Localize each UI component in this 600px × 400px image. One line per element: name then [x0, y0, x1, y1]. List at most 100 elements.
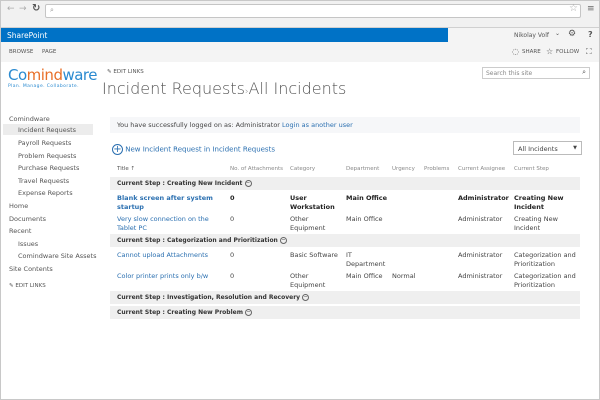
sidebar-edit-links[interactable]: ✎ EDIT LINKS [9, 283, 46, 289]
cell-title[interactable]: Very slow connection on the Tablet PC [117, 215, 209, 232]
sidebar-item-issues[interactable]: Issues [18, 240, 39, 248]
star-icon[interactable]: ☆ [569, 3, 578, 14]
cell-assignee: Administrator [458, 251, 503, 259]
back-icon[interactable]: ← [7, 4, 15, 14]
gear-icon[interactable]: ⚙ [568, 29, 577, 39]
new-item-label: New Incident Request in Incident Request… [125, 145, 275, 154]
cell-assignee: Administrator [458, 194, 509, 202]
logo-text-1: Co [8, 66, 27, 84]
group-header[interactable]: Current Step : Creating New Problem − [110, 306, 580, 319]
title-separator: › [244, 87, 249, 97]
tab-page[interactable]: PAGE [42, 49, 57, 55]
cell-step: Creating New Incident [514, 194, 564, 211]
column-header-urgency[interactable]: Urgency [392, 166, 415, 172]
search-placeholder: Search this site [486, 70, 533, 77]
column-header-title[interactable]: Title ↑ [117, 166, 136, 172]
logo[interactable]: Comindware Plan. Manage. Collaborate. [8, 66, 97, 89]
message-text: You have successfully logged on as: Admi… [117, 121, 280, 129]
edit-links-label: EDIT LINKS [113, 69, 144, 75]
page-title: Incident Requests›All Incidents [102, 79, 346, 98]
column-header-category[interactable]: Category [290, 166, 316, 172]
cell-category: Other Equipment [290, 215, 326, 232]
group-header[interactable]: Current Step : Creating New Incident − [110, 177, 580, 190]
cell-step: Creating New Incident [514, 215, 558, 232]
cell-category: Other Equipment [290, 272, 326, 289]
sidebar-item-problem-requests[interactable]: Problem Requests [18, 152, 77, 160]
cell-title[interactable]: Blank screen after system startup [117, 194, 213, 211]
reload-icon[interactable]: ↻ [32, 3, 41, 14]
cell-step: Categorization and Prioritization [514, 272, 576, 289]
sidebar-selected-bg [3, 124, 93, 135]
cell-title[interactable]: Color printer prints only b/w [117, 272, 209, 280]
cell-step: Categorization and Prioritization [514, 251, 576, 268]
sidebar-item-site-assets[interactable]: Comindware Site Assets [18, 252, 97, 260]
user-menu[interactable]: Nikolay Volf [514, 32, 549, 39]
search-icon: ⌕ [50, 6, 54, 14]
status-message: You have successfully logged on as: Admi… [110, 117, 580, 133]
group-header[interactable]: Current Step : Categorization and Priori… [110, 234, 580, 247]
chevron-down-icon[interactable]: ⌄ [555, 30, 561, 37]
user-area: Nikolay Volf ⌄ ⚙ ? [448, 28, 599, 42]
group-label: Current Step : Categorization and Priori… [117, 237, 278, 244]
dropdown-arrow-icon: ▼ [573, 145, 577, 151]
help-icon[interactable]: ? [588, 30, 593, 39]
new-item-button[interactable]: + New Incident Request in Incident Reque… [112, 144, 275, 155]
cell-category: Basic Software [290, 251, 338, 259]
view-selector[interactable]: All Incidents ▼ [513, 141, 582, 155]
sidebar-item-site-contents[interactable]: Site Contents [9, 265, 53, 273]
collapse-icon[interactable]: − [302, 294, 310, 301]
share-icon[interactable]: ◌ [512, 47, 519, 56]
column-header-assignee[interactable]: Current Assignee [458, 166, 506, 172]
focus-icon[interactable]: ⛶ [586, 47, 592, 56]
edit-links-top[interactable]: ✎ EDIT LINKS [107, 69, 144, 75]
address-bar[interactable]: ⌕ [45, 4, 581, 18]
sidebar-item-travel-requests[interactable]: Travel Requests [18, 177, 70, 185]
cell-attachments: 0 [230, 215, 235, 223]
menu-icon[interactable]: ≡ [587, 4, 595, 14]
follow-icon[interactable]: ☆ [546, 47, 554, 56]
login-another-user-link[interactable]: Login as another user [282, 121, 353, 129]
cell-title[interactable]: Cannot upload Attachments [117, 251, 209, 259]
browser-toolbar: ← → ↻ ⌕ ☆ ≡ [1, 1, 599, 28]
cell-assignee: Administrator [458, 215, 503, 223]
collapse-icon[interactable]: − [244, 180, 252, 187]
sidebar-item-documents[interactable]: Documents [9, 215, 47, 223]
sidebar-item-recent[interactable]: Recent [9, 227, 32, 235]
plus-icon: + [112, 144, 123, 155]
search-icon[interactable]: ⌕ [582, 68, 586, 76]
sidebar-item-expense-reports[interactable]: Expense Reports [18, 189, 73, 197]
group-header[interactable]: Current Step : Investigation, Resolution… [110, 291, 580, 304]
column-header-problems[interactable]: Problems [424, 166, 450, 172]
cell-department: Main Office [346, 215, 383, 223]
column-header-department[interactable]: Department [346, 166, 380, 172]
collapse-icon[interactable]: − [279, 237, 287, 244]
cell-attachments: 0 [230, 272, 235, 280]
sidebar-item-home[interactable]: Home [9, 202, 29, 210]
tab-browse[interactable]: BROWSE [9, 49, 34, 55]
brand-link[interactable]: SharePoint [7, 31, 48, 40]
logo-tagline: Plan. Manage. Collaborate. [8, 84, 79, 89]
share-button[interactable]: SHARE [522, 49, 541, 55]
cell-attachments: 0 [230, 194, 235, 202]
cell-category: User Workstation [290, 194, 335, 211]
sidebar-item-purchase-requests[interactable]: Purchase Requests [18, 164, 80, 172]
column-header-attachments[interactable]: No. of Attachments [230, 166, 284, 172]
column-header-step[interactable]: Current Step [514, 166, 549, 172]
cell-attachments: 0 [230, 251, 235, 259]
view-selected-value: All Incidents [518, 145, 558, 153]
sidebar-item-payroll-requests[interactable]: Payroll Requests [18, 139, 72, 147]
search-input[interactable]: Search this site ⌕ [482, 67, 590, 79]
view-title: All Incidents [248, 79, 347, 98]
forward-icon[interactable]: → [19, 4, 27, 14]
cell-urgency: Normal [392, 272, 416, 280]
collapse-icon[interactable]: − [245, 309, 253, 316]
cell-assignee: Administrator [458, 272, 503, 280]
group-label: Current Step : Creating New Incident [117, 180, 243, 187]
group-label: Current Step : Creating New Problem [117, 309, 243, 316]
list-title[interactable]: Incident Requests [102, 79, 245, 98]
sidebar-item-comindware[interactable]: Comindware [9, 115, 50, 123]
follow-button[interactable]: FOLLOW [556, 49, 580, 55]
ribbon: BROWSE PAGE ◌ SHARE ☆ FOLLOW ⛶ [1, 42, 599, 62]
sidebar-item-incident-requests[interactable]: Incident Requests [18, 126, 77, 134]
cell-department: IT Department [346, 251, 386, 268]
